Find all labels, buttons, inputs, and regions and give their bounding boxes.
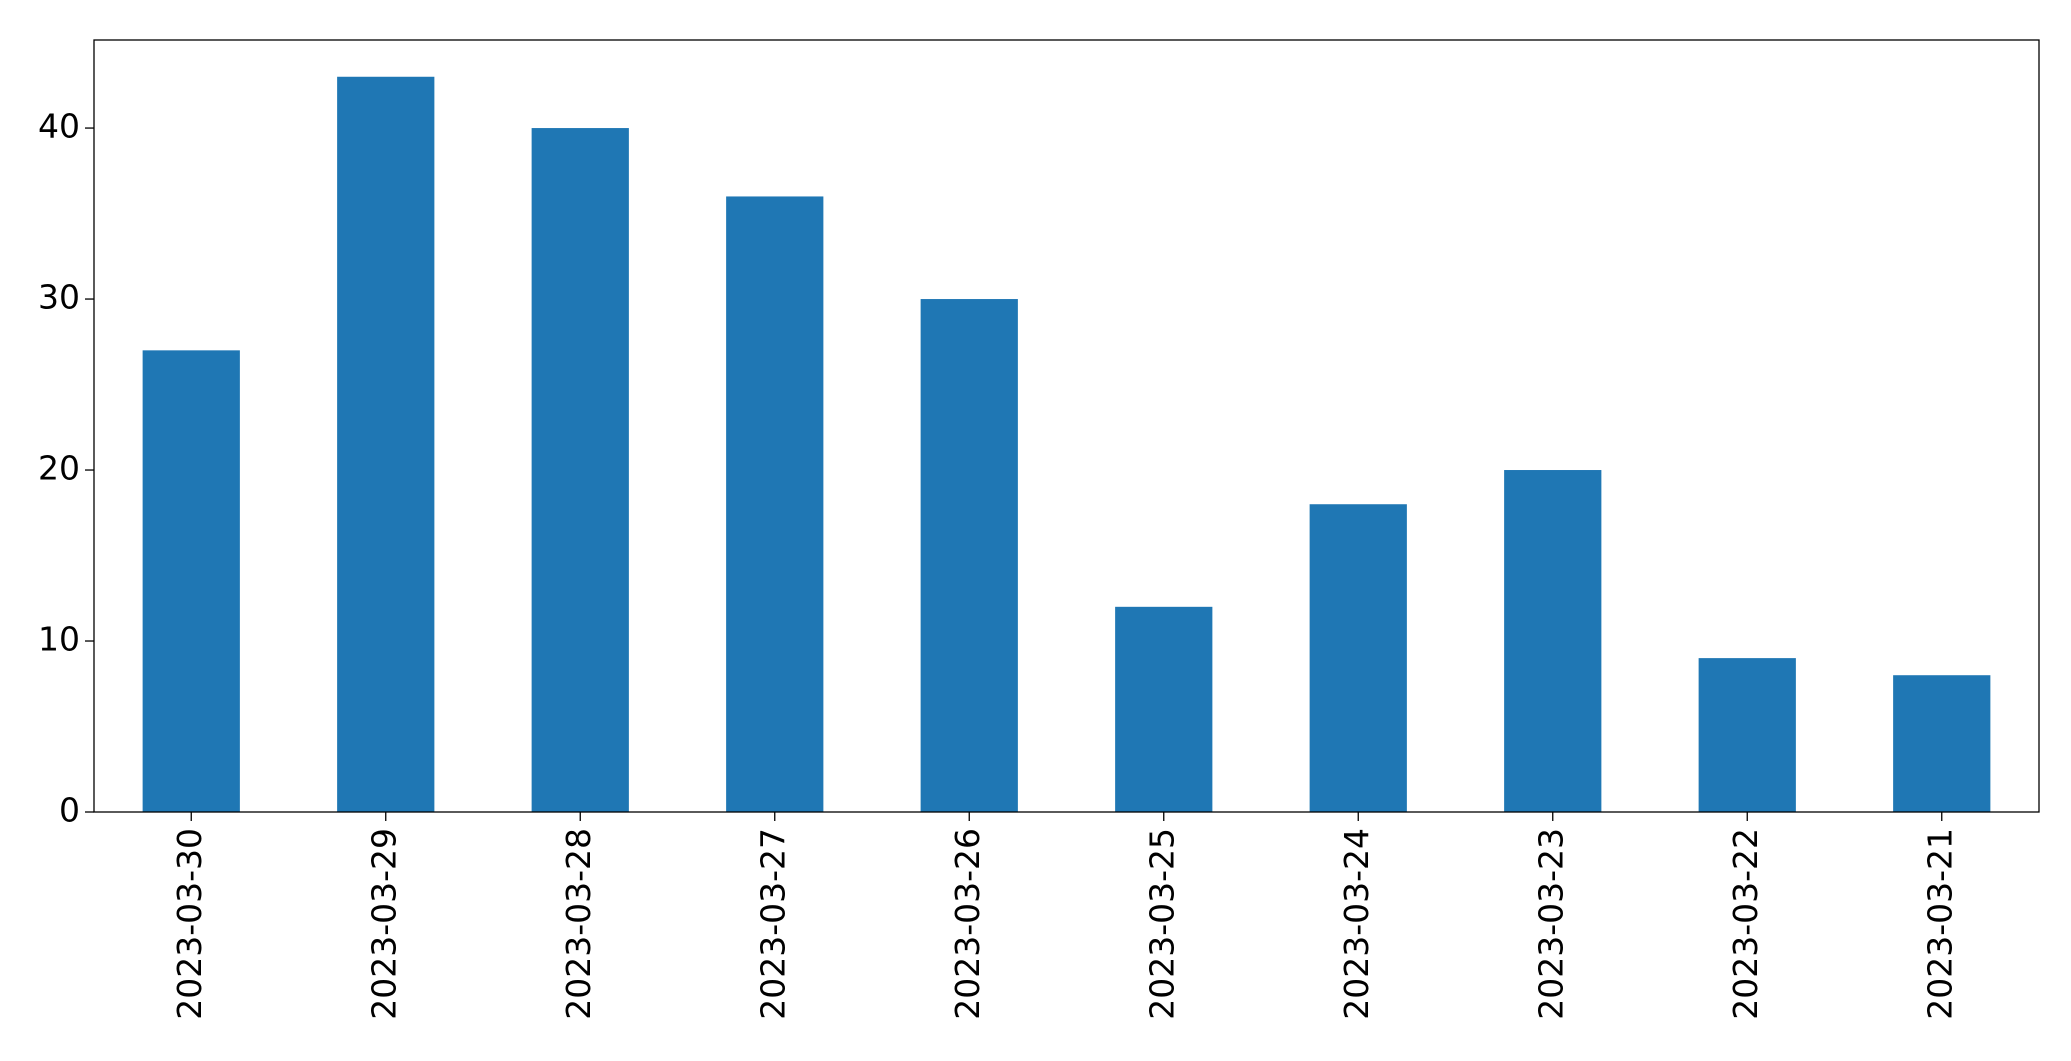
- x-tick-label: 2023-03-23: [1531, 828, 1570, 1020]
- bar: [1115, 606, 1213, 812]
- x-tick-label: 2023-03-27: [753, 828, 792, 1020]
- x-tick-label: 2023-03-21: [1920, 828, 1959, 1020]
- bar: [142, 350, 240, 812]
- x-tick-label: 2023-03-22: [1726, 828, 1765, 1020]
- x-tick-label: 2023-03-25: [1142, 828, 1181, 1020]
- bar: [920, 299, 1018, 812]
- x-tick-label: 2023-03-30: [170, 828, 209, 1020]
- bar: [1504, 470, 1602, 812]
- y-tick-label: 30: [38, 278, 80, 317]
- x-tick-label: 2023-03-26: [948, 828, 987, 1020]
- plot-frame: [93, 39, 2040, 813]
- y-tick-label: 20: [38, 449, 80, 488]
- x-tick-label: 2023-03-29: [364, 828, 403, 1020]
- bar: [1698, 658, 1796, 812]
- y-tick-label: 40: [38, 107, 80, 146]
- y-tick-label: 10: [38, 620, 80, 659]
- bar: [337, 76, 435, 812]
- x-tick-label: 2023-03-28: [559, 828, 598, 1020]
- bar: [726, 196, 824, 812]
- bar: [1893, 675, 1991, 812]
- x-tick-label: 2023-03-24: [1337, 828, 1376, 1020]
- bar: [531, 128, 629, 812]
- bar: [1309, 504, 1407, 812]
- y-tick-label: 0: [59, 791, 80, 830]
